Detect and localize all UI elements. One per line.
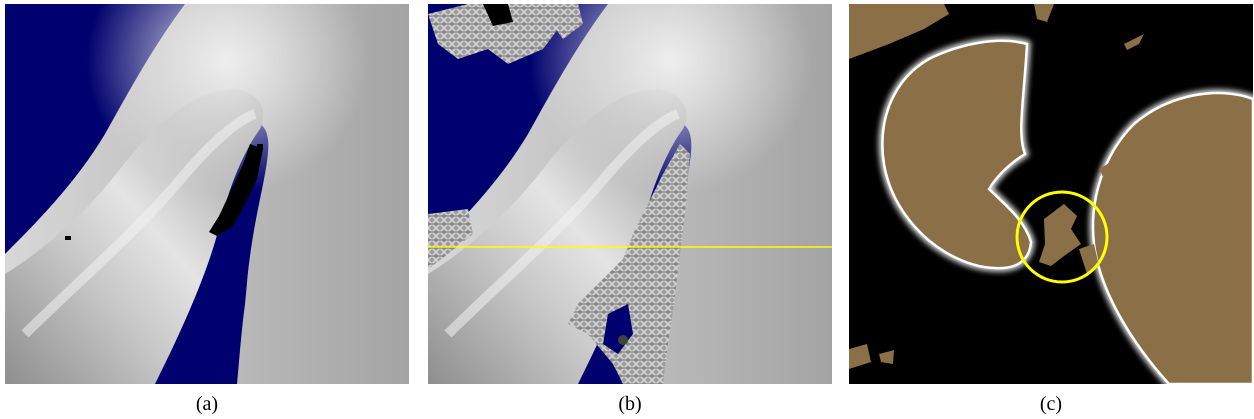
panel-c-slice	[849, 4, 1253, 384]
caption-b: (b)	[618, 393, 642, 415]
small-hole-a2	[257, 144, 263, 150]
dark-blob	[618, 335, 628, 345]
noise-fragment-top2	[538, 4, 583, 39]
arm-highlight-a	[21, 109, 257, 338]
mesh-render-b	[428, 4, 832, 384]
highlight-circle	[1015, 190, 1109, 284]
caption-a: (a)	[195, 393, 219, 415]
noise-fragment-top	[428, 4, 558, 64]
noise-fragment-left	[428, 209, 473, 269]
small-hole-a	[65, 236, 71, 240]
right-lobe	[1091, 91, 1253, 384]
panel-a-render	[5, 4, 409, 384]
middle-fragment	[1039, 204, 1081, 266]
arm-highlight-b	[444, 109, 680, 338]
caption-c: (c)	[1039, 393, 1063, 415]
panel-b-render	[428, 4, 832, 384]
region-top-small	[1034, 4, 1054, 22]
hole-fragment-top	[483, 4, 513, 26]
noise-fragment-armpit	[568, 144, 690, 384]
cross-section-c	[849, 4, 1253, 384]
right-protrusion	[1099, 162, 1111, 184]
mesh-render-a	[5, 4, 409, 384]
region-speck	[1124, 34, 1144, 50]
hole-patch-a	[209, 144, 263, 236]
region-top-left	[849, 4, 949, 59]
region-bottom-left-2	[879, 350, 894, 364]
region-bottom-left	[849, 344, 871, 369]
left-lobe	[881, 39, 1033, 270]
